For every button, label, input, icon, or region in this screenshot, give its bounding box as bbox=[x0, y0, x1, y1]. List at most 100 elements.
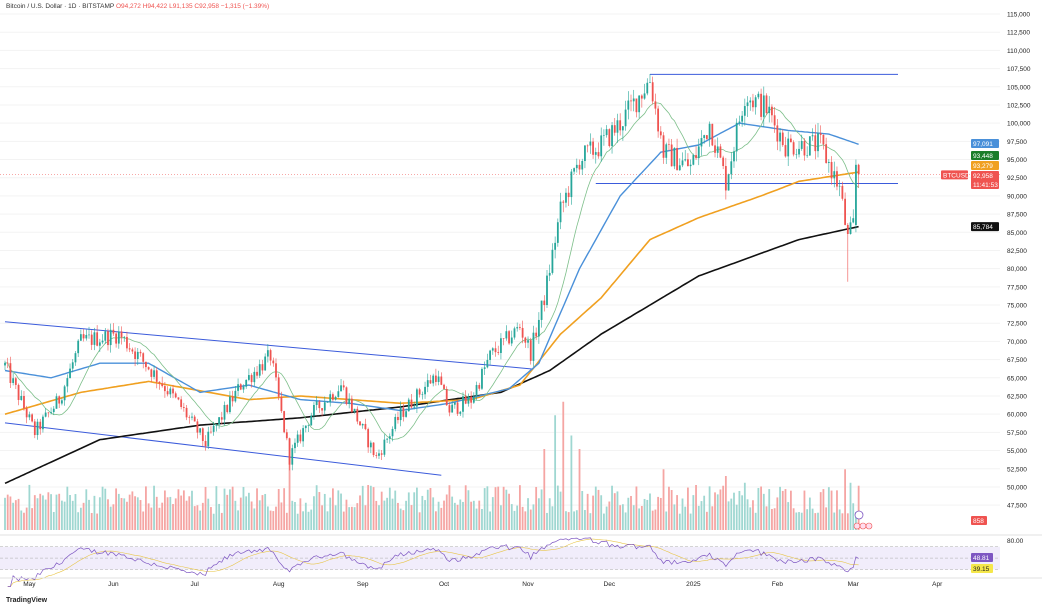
volume-bar bbox=[462, 501, 464, 530]
volume-bar bbox=[619, 505, 622, 530]
candle-body bbox=[532, 332, 535, 361]
candle bbox=[670, 139, 673, 167]
volume-bar bbox=[418, 512, 421, 530]
volume-bar bbox=[784, 489, 787, 530]
candle bbox=[440, 372, 443, 386]
channel-lower-line bbox=[4, 422, 442, 476]
volume-bar bbox=[640, 505, 643, 530]
volume-bar bbox=[676, 495, 678, 530]
candle-body bbox=[529, 340, 532, 361]
ohlc-low: L91,135 bbox=[169, 3, 193, 10]
candle-body bbox=[199, 428, 202, 433]
candle-body bbox=[193, 416, 196, 422]
candle bbox=[632, 89, 635, 112]
volume-bar bbox=[98, 497, 101, 530]
candle bbox=[372, 442, 375, 458]
candle-body bbox=[754, 97, 757, 108]
candle-body bbox=[101, 340, 104, 343]
candle-body bbox=[651, 82, 654, 102]
candle-body bbox=[74, 353, 77, 363]
candle bbox=[659, 126, 662, 139]
channel-upper-line bbox=[4, 321, 534, 370]
volume-bar bbox=[836, 490, 838, 530]
candle bbox=[199, 428, 202, 436]
candle-body bbox=[616, 120, 619, 133]
volume-bar bbox=[584, 510, 586, 530]
candle bbox=[234, 386, 237, 403]
candle-body bbox=[44, 412, 47, 417]
candle-body bbox=[513, 328, 516, 338]
time-axis-label: Dec bbox=[604, 581, 616, 588]
candle-body bbox=[695, 155, 697, 159]
candle bbox=[136, 348, 139, 366]
ma-blue-price-tag-text: 97,091 bbox=[973, 141, 993, 148]
volume-bar bbox=[172, 504, 174, 530]
candle bbox=[25, 405, 28, 424]
candle bbox=[20, 390, 23, 401]
ohlc-change: −1,315 (−1.39%) bbox=[220, 3, 270, 10]
candle-body bbox=[470, 396, 473, 403]
candle-body bbox=[234, 390, 237, 402]
volume-bar bbox=[85, 489, 88, 530]
candle bbox=[402, 403, 405, 422]
candle-body bbox=[543, 300, 546, 306]
candle-body bbox=[4, 362, 6, 366]
candle bbox=[798, 141, 800, 158]
volume-bar bbox=[182, 490, 185, 530]
candle bbox=[811, 128, 814, 141]
candle-body bbox=[565, 192, 567, 203]
candle bbox=[150, 368, 153, 383]
candle bbox=[719, 143, 722, 159]
candle-body bbox=[716, 146, 719, 153]
volume-bar bbox=[204, 486, 207, 530]
candle-body bbox=[90, 334, 93, 345]
volume-bar bbox=[646, 499, 649, 530]
volume-bar bbox=[299, 498, 302, 530]
volume-bar bbox=[635, 486, 638, 530]
candle-body bbox=[662, 135, 665, 158]
volume-bar bbox=[567, 512, 570, 530]
candle-body bbox=[14, 378, 17, 385]
volume-bar bbox=[147, 503, 150, 530]
candle bbox=[567, 186, 570, 206]
volume-bar bbox=[467, 490, 470, 530]
candle-body bbox=[827, 161, 830, 163]
volume-bar bbox=[101, 486, 104, 530]
candle bbox=[356, 406, 359, 425]
candle-body bbox=[158, 381, 161, 384]
candle bbox=[700, 130, 703, 156]
candle-body bbox=[491, 348, 494, 351]
volume-bar bbox=[594, 486, 597, 530]
candle bbox=[722, 155, 725, 170]
candle-body bbox=[9, 363, 12, 383]
volume-bar bbox=[849, 482, 852, 530]
volume-bar bbox=[367, 485, 370, 530]
candle bbox=[128, 343, 131, 353]
candle-body bbox=[578, 164, 581, 170]
candle-body bbox=[407, 399, 410, 412]
volume-bar bbox=[752, 500, 754, 530]
candle-body bbox=[481, 368, 483, 389]
volume-tag-bg bbox=[971, 516, 987, 525]
candle bbox=[283, 410, 286, 434]
price-axis-label: 50,000 bbox=[1007, 484, 1027, 491]
volume-bar bbox=[806, 509, 809, 530]
candle-body bbox=[437, 376, 440, 382]
candle bbox=[256, 366, 258, 379]
volume-bar bbox=[521, 506, 524, 530]
candle-body bbox=[703, 135, 706, 139]
candle-body bbox=[483, 367, 486, 369]
candle-body bbox=[773, 115, 776, 126]
volume-bar bbox=[315, 485, 318, 530]
candle-body bbox=[285, 432, 288, 439]
volume-bar bbox=[177, 489, 180, 530]
volume-bar bbox=[765, 506, 768, 530]
candle-body bbox=[733, 151, 735, 162]
volume-bar bbox=[359, 495, 361, 530]
candle-body bbox=[329, 394, 332, 403]
candle-body bbox=[283, 411, 286, 433]
volume-bar bbox=[153, 485, 155, 530]
candle-body bbox=[61, 400, 63, 404]
candle bbox=[494, 341, 497, 357]
